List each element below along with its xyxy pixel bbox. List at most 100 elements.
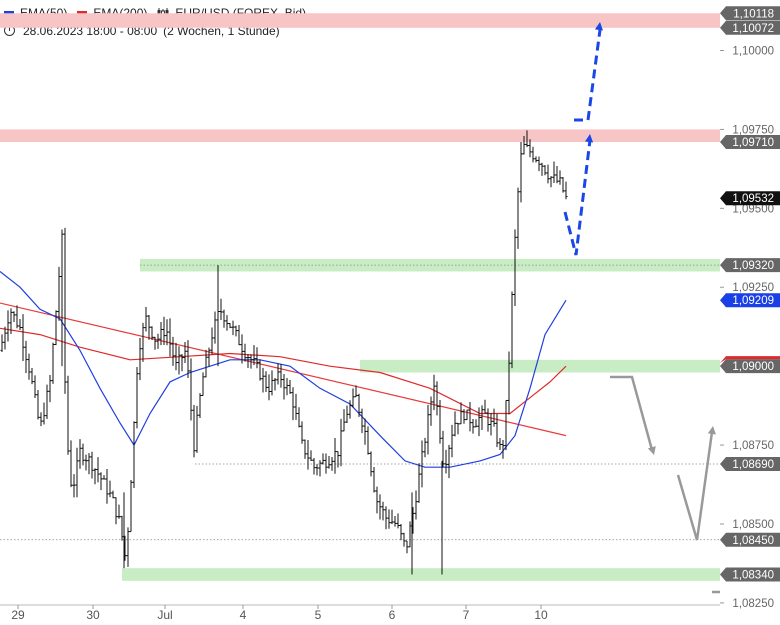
price-label-text: 1,08340: [732, 569, 774, 581]
price-bar: [447, 444, 451, 479]
price-label-box: [720, 293, 780, 308]
price-bar: [192, 405, 196, 458]
price-bar: [252, 345, 256, 366]
price-bar: [48, 374, 52, 403]
x-tick-label: Jul: [157, 608, 172, 622]
price-bar: [279, 364, 283, 388]
price-bar: [357, 393, 361, 417]
price-label: 1,08340: [720, 567, 780, 582]
price-bar: [21, 314, 25, 361]
price-bar: [246, 354, 250, 369]
price-label-box: [720, 359, 780, 374]
price-bar: [324, 453, 328, 474]
resistance-zone: [0, 129, 720, 143]
price-bar: [9, 308, 13, 334]
price-bar: [393, 516, 397, 527]
price-bar: [396, 513, 400, 529]
price-bar: [417, 463, 421, 503]
price-bar: [195, 405, 199, 453]
x-tick-label: 10: [534, 608, 548, 622]
price-bar: [531, 146, 535, 163]
y-tick-label: 1,08500: [732, 519, 774, 531]
price-bar: [327, 455, 331, 469]
price-bar: [375, 486, 379, 514]
price-label-box: [720, 191, 780, 206]
price-label: 1,09000: [720, 356, 780, 374]
price-bar: [174, 342, 178, 371]
price-bar: [471, 419, 475, 434]
price-bar: [525, 130, 529, 148]
price-bar: [57, 266, 61, 321]
price-bar: [552, 161, 556, 184]
x-tick-label: 30: [86, 608, 100, 622]
x-tick-label: 4: [240, 608, 247, 622]
price-bar: [363, 418, 367, 445]
price-bar: [261, 367, 265, 393]
price-bar: [270, 370, 274, 396]
price-bar: [129, 479, 133, 533]
y-tick-label: 1,09750: [732, 124, 774, 136]
x-tick-label: 6: [389, 608, 396, 622]
price-bar: [318, 460, 322, 477]
y-tick-label: 1,08750: [732, 440, 774, 452]
support-zone: [122, 568, 720, 581]
price-bar: [168, 318, 172, 357]
price-bar: [468, 402, 472, 432]
price-bar: [309, 450, 313, 461]
price-bar: [306, 439, 310, 470]
price-bar: [81, 443, 85, 466]
price-label-red-mark: [720, 356, 780, 364]
price-bar: [564, 181, 568, 200]
price-bar: [54, 310, 58, 346]
price-bar: [546, 164, 550, 184]
price-bar: [63, 227, 67, 394]
price-bar: [18, 319, 22, 331]
ema200-line: [0, 327, 567, 415]
price-bar: [495, 413, 499, 448]
price-bar: [135, 366, 139, 429]
price-bar: [207, 347, 211, 367]
price-label-box: [720, 532, 780, 547]
price-bar: [264, 371, 268, 392]
y-tick-label: 1,09250: [732, 282, 774, 294]
price-bar: [150, 326, 154, 340]
price-bar: [117, 504, 121, 519]
price-bar: [0, 334, 4, 353]
price-label-box: [720, 135, 780, 150]
price-bar: [201, 372, 205, 396]
price-bar: [111, 490, 115, 499]
support-zone: [140, 258, 720, 272]
price-bar: [249, 354, 253, 369]
price-bar: [99, 472, 103, 491]
price-bar: [210, 327, 214, 355]
price-bar: [126, 527, 130, 567]
price-bar: [138, 337, 142, 381]
price-bar: [519, 142, 523, 203]
price-bar: [330, 456, 334, 471]
price-bar: [105, 468, 109, 504]
price-label-text: 1,08690: [732, 459, 774, 471]
price-bar: [384, 506, 388, 530]
price-bar: [225, 315, 229, 331]
price-bar: [183, 341, 187, 364]
trendline: [0, 302, 567, 437]
y-tick-label: 1,08250: [732, 598, 774, 610]
support-zone: [360, 359, 720, 373]
arrow-head-icon: [647, 446, 656, 455]
price-bar: [258, 359, 262, 381]
price-bar: [132, 421, 136, 489]
price-bar: [513, 229, 517, 307]
price-bar: [414, 490, 418, 520]
price-bar: [558, 170, 562, 185]
price-bar: [438, 400, 442, 444]
price-bar: [462, 409, 466, 424]
price-bar: [543, 165, 547, 176]
price-bar: [387, 509, 391, 529]
price-bar: [561, 176, 565, 193]
price-bar: [177, 346, 181, 375]
arrow-head-icon: [707, 426, 716, 435]
price-bar: [480, 405, 484, 430]
price-bar: [420, 440, 424, 488]
price-bar: [222, 309, 226, 328]
price-bar: [501, 440, 505, 459]
